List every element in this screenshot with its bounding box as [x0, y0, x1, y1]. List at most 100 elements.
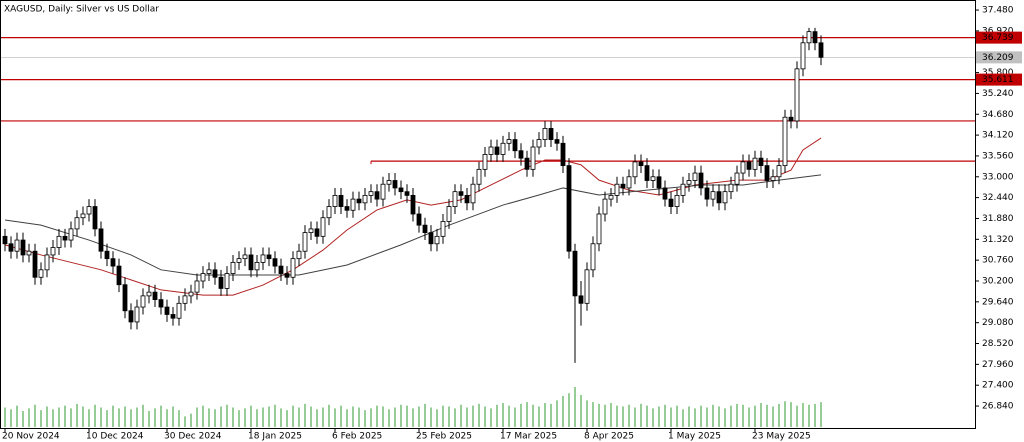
- candle-body: [554, 139, 560, 144]
- candle-body: [512, 139, 518, 152]
- candle-body: [722, 191, 728, 204]
- candle-body: [386, 180, 392, 185]
- candle-body: [542, 127, 548, 140]
- candle-body: [326, 206, 332, 219]
- candle-body: [254, 261, 260, 271]
- candle-body: [278, 265, 284, 274]
- x-tick-label: 23 May 2025: [752, 432, 811, 442]
- candle-body: [128, 310, 134, 323]
- candle-body: [578, 295, 584, 304]
- y-tick-label: 33.560: [982, 151, 1014, 161]
- candle-body: [458, 191, 464, 196]
- candle-body: [818, 42, 824, 58]
- candle-body: [50, 247, 56, 256]
- candle-body: [248, 254, 254, 271]
- candle-body: [434, 235, 440, 245]
- bid-price-label: 36.209: [982, 53, 1014, 63]
- candle-body: [500, 142, 506, 155]
- candle-body: [212, 269, 218, 278]
- candle-body: [62, 235, 68, 241]
- candle-body: [170, 314, 176, 319]
- candle-body: [494, 146, 500, 155]
- y-tick-label: 31.880: [982, 214, 1014, 224]
- candle-body: [620, 183, 626, 189]
- candle-body: [566, 165, 572, 252]
- candle-body: [596, 213, 602, 245]
- candle-body: [164, 306, 170, 315]
- candle-body: [290, 258, 296, 278]
- candle-body: [506, 139, 512, 144]
- candle-body: [398, 187, 404, 193]
- candle-body: [44, 254, 50, 271]
- plot-frame: [0, 0, 976, 429]
- candle-body: [614, 183, 620, 196]
- candle-body: [656, 176, 662, 189]
- candle-body: [800, 42, 806, 70]
- candle-body: [590, 243, 596, 271]
- candle-body: [584, 269, 590, 304]
- candle-body: [680, 183, 686, 196]
- candle-body: [266, 254, 272, 260]
- candle-body: [272, 258, 278, 267]
- candle-body: [560, 142, 566, 167]
- y-tick-label: 36.920: [982, 26, 1014, 36]
- level-price-label: 36.739: [982, 33, 1014, 43]
- candle-body: [746, 161, 752, 170]
- y-tick-label: 30.760: [982, 256, 1014, 266]
- candle-body: [782, 116, 788, 167]
- candle-body: [38, 269, 44, 278]
- candle-body: [476, 168, 482, 185]
- candle-body: [332, 194, 338, 207]
- candle-body: [26, 250, 32, 256]
- candle-body: [452, 191, 458, 207]
- candle-body: [374, 191, 380, 200]
- candle-body: [650, 176, 656, 181]
- candle-body: [752, 157, 758, 170]
- y-tick-label: 30.200: [982, 276, 1014, 286]
- y-tick-label: 37.480: [982, 6, 1014, 16]
- y-tick-label: 33.000: [982, 172, 1014, 182]
- candle-body: [308, 228, 314, 234]
- candle-body: [80, 213, 86, 219]
- candle-body: [350, 198, 356, 211]
- candle-body: [86, 206, 92, 215]
- candle-body: [194, 280, 200, 293]
- candle-body: [422, 224, 428, 234]
- candle-body: [428, 232, 434, 245]
- candle-body: [446, 206, 452, 222]
- candle-body: [284, 273, 290, 278]
- candle-body: [314, 228, 320, 237]
- candle-body: [530, 146, 536, 170]
- candle-body: [524, 157, 530, 170]
- y-tick-label: 34.680: [982, 110, 1014, 120]
- candle-body: [686, 180, 692, 185]
- candle-body: [518, 150, 524, 159]
- candle-body: [260, 254, 266, 263]
- candle-body: [224, 273, 230, 289]
- candle-body: [794, 68, 800, 122]
- candle-body: [704, 187, 710, 200]
- candle-body: [14, 239, 20, 252]
- candle-body: [632, 161, 638, 178]
- candle-body: [110, 258, 116, 267]
- candle-body: [776, 165, 782, 178]
- candle-body: [20, 239, 26, 256]
- bid-price-box: [976, 51, 1022, 64]
- candle-body: [152, 291, 158, 301]
- y-tick-label: 35.800: [982, 68, 1014, 78]
- candle-body: [464, 194, 470, 204]
- candle-body: [362, 194, 368, 204]
- candle-body: [734, 172, 740, 185]
- y-tick-label: 32.440: [982, 193, 1014, 203]
- candle-body: [764, 165, 770, 181]
- candle-body: [806, 31, 812, 44]
- candle-body: [338, 194, 344, 207]
- candle-body: [770, 176, 776, 181]
- candle-body: [320, 217, 326, 237]
- candle-body: [470, 183, 476, 204]
- candle-body: [392, 180, 398, 189]
- candle-body: [8, 243, 14, 252]
- y-tick-label: 28.520: [982, 339, 1014, 349]
- candle-body: [158, 299, 164, 308]
- chart-title: XAGUSD, Daily: Silver vs US Dollar: [4, 5, 159, 15]
